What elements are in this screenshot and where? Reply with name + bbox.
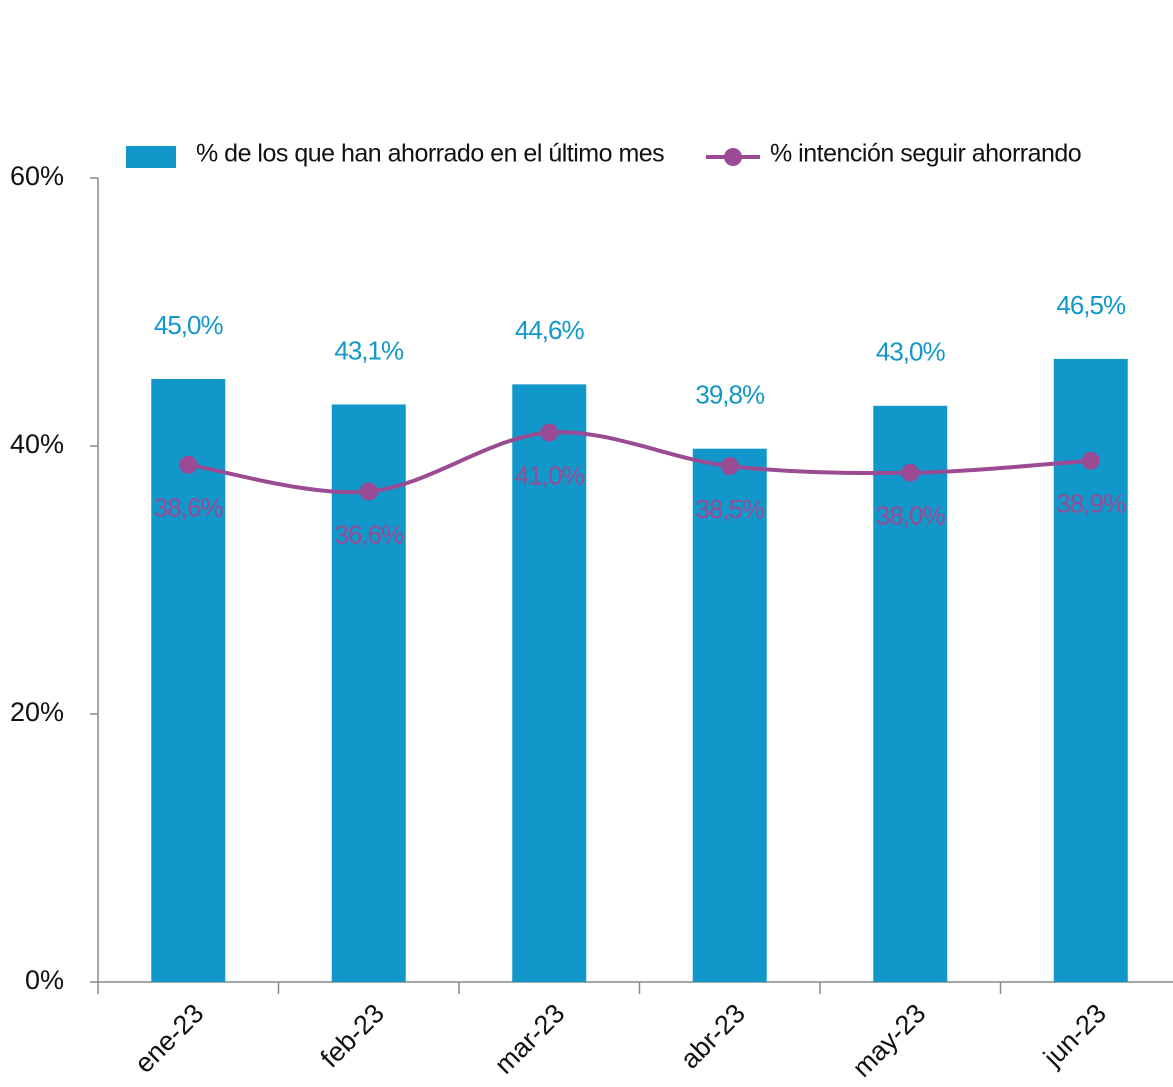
x-tick-label: abr-23	[675, 998, 751, 1074]
line-value-label: 38,6%	[154, 493, 224, 523]
x-tick-label: jun-23	[1037, 998, 1112, 1073]
legend-label: % intención seguir ahorrando	[770, 140, 1081, 168]
line	[187, 430, 1091, 495]
line-value-label: 38,0%	[876, 501, 946, 531]
line-marker	[540, 423, 559, 442]
y-tick-label: 0%	[25, 965, 64, 995]
x-tick-label: ene-23	[129, 998, 210, 1079]
line-marker	[359, 482, 378, 501]
legend-label: % de los que han ahorrado en el último m…	[196, 140, 664, 168]
bar-value-label: 43,1%	[334, 335, 404, 365]
y-tick-label: 40%	[10, 429, 64, 459]
bar	[151, 379, 226, 982]
bar-value-label: 46,5%	[1056, 290, 1126, 320]
line-value-label: 38,9%	[1056, 489, 1126, 519]
x-tick-label: mar-23	[489, 998, 571, 1080]
y-tick-label: 20%	[10, 697, 64, 727]
legend-swatch	[126, 146, 176, 168]
bar-value-label: 45,0%	[154, 310, 224, 340]
line-marker	[179, 455, 198, 474]
line-marker	[1081, 451, 1100, 470]
x-tick-label: may-23	[847, 998, 932, 1083]
x-tick-label: feb-23	[315, 998, 390, 1073]
legend-swatch	[724, 148, 742, 166]
bar	[512, 384, 587, 982]
line-value-label: 41,0%	[515, 460, 585, 490]
bar-value-label: 44,6%	[515, 315, 585, 345]
line-value-label: 38,5%	[695, 494, 765, 524]
bar-value-label: 39,8%	[695, 380, 765, 410]
bar	[873, 405, 948, 982]
line-marker	[901, 463, 920, 482]
y-tick-label: 60%	[10, 161, 64, 191]
bar	[331, 404, 406, 983]
line-marker	[720, 457, 739, 476]
bar-value-label: 43,0%	[876, 337, 946, 367]
bar	[692, 448, 767, 982]
line-value-label: 36,6%	[334, 519, 404, 549]
